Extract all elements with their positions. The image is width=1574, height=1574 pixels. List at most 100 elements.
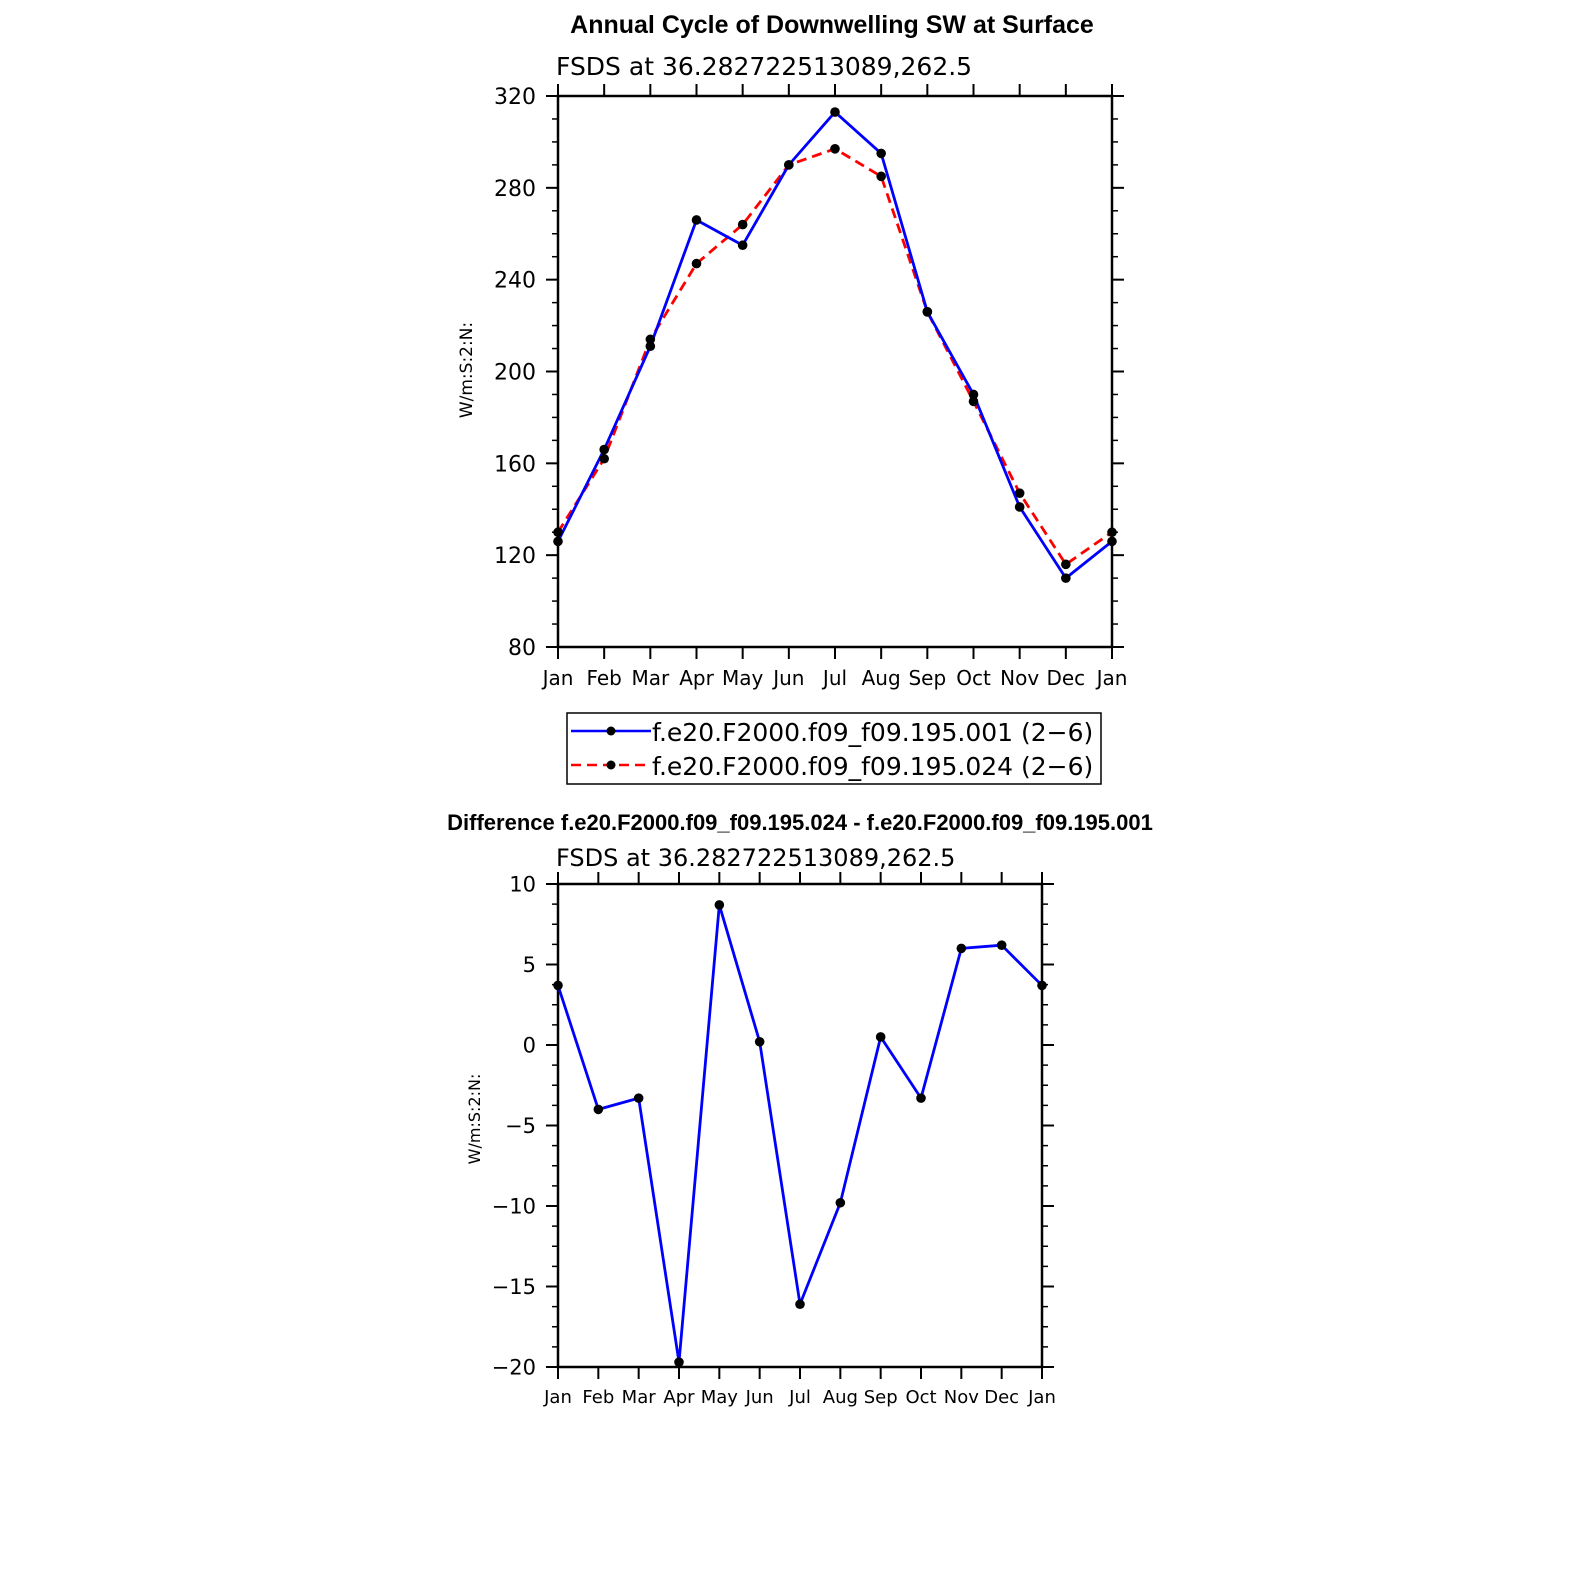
series-1-point [645,341,656,352]
y-tick-label: 280 [494,177,536,202]
chart1-series [553,107,1117,583]
series-2-point [1061,559,1071,570]
chart1-subtitle: FSDS at 36.282722513089,262.5 [556,52,972,81]
series-1-point [593,1104,604,1115]
series-1-point [916,1093,926,1103]
series-1-point [835,1197,846,1208]
series-1-point [996,940,1007,950]
x-tick-label: Feb [586,666,621,690]
chart2-y-axis-label: W/m:S:2:N: [465,1074,484,1165]
series-2-point [876,171,886,182]
legend-label-series-1: f.e20.F2000.f09_f09.195.001 (2−6) [652,718,1093,747]
y-tick-label: 80 [508,636,536,661]
x-tick-label: Sep [908,666,946,690]
series-1-point [968,389,979,400]
chart2-ticks [546,872,1054,1379]
series-1-point [956,943,967,954]
chart2-plot-frame [556,882,1044,1369]
legend-box [566,712,1102,785]
series-1-point [1061,573,1071,583]
x-tick-label: Oct [956,666,991,690]
legend-label-series-2: f.e20.F2000.f09_f09.195.024 (2−6) [652,752,1093,781]
chart1-y-tick-labels: 80 120 160 200 240 280 320 [494,85,536,661]
series-1-point [633,1093,644,1103]
series-1-point [553,980,563,991]
series-1-point [599,444,609,455]
x-tick-label: Jan [1095,666,1128,690]
series-2-point [922,307,933,317]
series-1-point [754,1036,765,1047]
chart1-plot-frame [556,94,1114,649]
chart2-y-tick-labels: −20 −15 −10 −5 0 5 10 [492,873,536,1380]
series-line-1 [556,903,1043,1364]
chart1-x-tick-labels: Jan Feb Mar Apr May Jun Jul Aug Sep Oct Nov Dec Jan [541,666,1128,690]
y-tick-label: −10 [492,1195,536,1219]
y-tick-label: 240 [494,269,536,294]
series-2-point [553,527,563,538]
series-1-point [876,148,886,159]
x-tick-label: Feb [582,1387,614,1408]
x-tick-label: Dec [1046,666,1085,690]
series-1-point [795,1299,805,1310]
y-tick-label: −20 [492,1356,536,1380]
x-tick-label: May [722,666,764,690]
series-1-point [553,536,563,547]
series-1-point [875,1032,886,1042]
series-1-point [674,1357,684,1367]
x-tick-label: May [701,1387,739,1408]
y-tick-label: 10 [509,873,536,897]
y-tick-label: 5 [523,953,536,977]
x-tick-label: Mar [631,666,670,690]
x-tick-label: Jun [745,1387,774,1408]
x-tick-label: Jan [543,1387,572,1408]
x-tick-label: Mar [622,1387,657,1408]
y-tick-label: 160 [494,452,536,477]
legend-marker-series-1 [606,726,616,736]
x-tick-label: Aug [823,1387,858,1408]
series-2-point [830,144,840,154]
chart1-y-axis-label: W/m:S:2:N: [457,322,477,418]
x-tick-label: Dec [984,1387,1019,1408]
x-tick-label: Nov [1000,666,1039,690]
series-2-point [1014,488,1025,498]
series-2-point [968,396,979,407]
chart1-legend: f.e20.F2000.f09_f09.195.001 (2−6) f.e20.… [566,712,1102,785]
difference-chart: Difference f.e20.F2000.f09_f09.195.024 -… [447,810,1153,1408]
x-tick-label: Aug [862,666,901,690]
chart2-x-tick-labels: Jan Feb Mar Apr May Jun Jul Aug Sep Oct Nov Dec Jan [543,1387,1056,1408]
legend-marker-series-2 [606,760,616,770]
series-2-point [784,160,794,170]
x-tick-label: Apr [679,666,714,690]
chart2-subtitle: FSDS at 36.282722513089,262.5 [556,844,955,872]
x-tick-label: Jan [541,666,574,690]
y-tick-label: 320 [494,85,536,110]
y-tick-label: 200 [494,360,536,385]
y-tick-label: −15 [492,1275,536,1299]
series-1-point [1037,980,1047,991]
series-1-point [691,215,702,225]
x-tick-label: Jul [788,1387,811,1408]
series-2-point [599,453,609,464]
annual-cycle-chart: Annual Cycle of Downwelling SW at Surfac… [457,11,1128,785]
x-tick-label: Sep [864,1387,898,1408]
series-2-point [645,334,656,345]
series-2-point [691,258,702,269]
series-1-point [1014,502,1025,512]
x-tick-label: Jan [1027,1387,1056,1408]
x-tick-label: Nov [944,1387,979,1408]
series-1-point [1107,536,1117,547]
chart2-title: Difference f.e20.F2000.f09_f09.195.024 -… [447,810,1153,835]
x-tick-label: Apr [663,1387,695,1408]
series-1-point [737,240,748,251]
y-tick-label: −5 [505,1114,536,1138]
y-tick-label: 0 [523,1034,536,1058]
series-line-2 [556,147,1113,566]
y-tick-label: 120 [494,544,536,569]
x-tick-label: Oct [905,1387,936,1408]
chart1-title: Annual Cycle of Downwelling SW at Surfac… [570,11,1094,39]
series-1-point [714,900,725,910]
chart1-ticks [546,84,1124,659]
series-1-point [830,107,840,117]
chart2-series [553,900,1047,1367]
